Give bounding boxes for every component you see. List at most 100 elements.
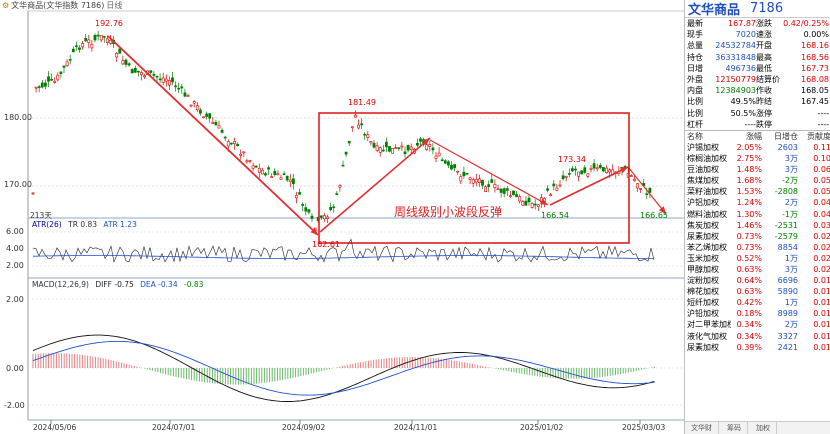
sector-row[interactable]: 甲醇加权 0.63% 3万 0.02 <box>685 264 830 275</box>
sector-oi-change: 3万 <box>784 154 798 164</box>
candle-body <box>574 168 577 171</box>
candle-body <box>428 144 432 147</box>
candle-body <box>403 151 407 155</box>
sector-row[interactable]: 沪铝加权 1.24% 2万 0.04 <box>685 197 830 208</box>
candle-body <box>71 48 75 53</box>
quote-label: 跌停 <box>756 119 772 129</box>
candle-body <box>353 114 357 118</box>
sector-contribution: 0.04 <box>813 209 830 219</box>
y-axis-label-170: 170.00 <box>4 180 32 189</box>
candle-body <box>121 60 125 65</box>
sector-row[interactable]: 尿素加权 0.39% 2421 0.01 <box>685 342 830 353</box>
quote-value: 168.08 <box>801 74 829 84</box>
quote-label: 持仓 <box>687 52 703 62</box>
candle-body <box>34 86 38 89</box>
tab-wenhua[interactable]: 文华财 <box>685 422 719 434</box>
sector-name: 焦炭加权 <box>687 220 719 230</box>
sector-contribution: 0.10 <box>813 154 830 164</box>
trend-arrow-head <box>422 138 430 146</box>
sector-row[interactable]: 棕榈油加权 2.75% 3万 0.10 <box>685 153 830 164</box>
header-oi-change[interactable]: 日增仓 <box>774 131 798 141</box>
candle-body <box>419 138 422 142</box>
gear-icon[interactable]: ⚙ <box>2 1 10 10</box>
period-label[interactable]: 日线 <box>106 1 123 10</box>
sector-name: 棉花加权 <box>687 287 719 297</box>
candle-body <box>583 167 587 173</box>
sector-contribution: 0.03 <box>813 220 830 230</box>
quote-panel: 文华商品 7186 最新 167.87 涨跌 0.42/0.25% 现手 7020 速涨 0.… <box>684 0 830 434</box>
sector-row[interactable]: 焦煤加权 1.68% -2万 0.05 <box>685 175 830 186</box>
candle-body <box>195 105 199 111</box>
candle-body <box>37 86 41 88</box>
macd-diff-line <box>32 334 655 402</box>
candle-body <box>608 169 612 173</box>
sector-table: 名称 涨幅 日增仓 贡献度 沪锡加权 2.05% 2603 0.11 棕榈油加权 2.75… <box>685 131 830 353</box>
sector-row[interactable]: 沪铅加权 0.18% 8989 0.01 <box>685 308 830 319</box>
quote-value: 7020 <box>735 30 756 40</box>
sector-oi-change: 6696 <box>777 276 798 286</box>
quote-label: 昨结 <box>756 97 772 107</box>
sector-row[interactable]: 液化气加权 0.34% 3327 0.01 <box>685 331 830 342</box>
candle-body <box>453 164 457 169</box>
candle-body <box>288 179 292 183</box>
candle-body <box>124 59 128 65</box>
quote-label: 结算价 <box>756 74 780 84</box>
sector-row[interactable]: 玉米加权 0.52% 1万 0.02 <box>685 253 830 264</box>
candle-body <box>425 144 429 150</box>
candle-body <box>202 116 205 119</box>
candle-body <box>350 126 354 128</box>
candle-body <box>496 188 500 191</box>
sector-row[interactable]: 菜籽油加权 1.53% -2808 0.05 <box>685 186 830 197</box>
candle-body <box>474 179 478 183</box>
header-name[interactable]: 名称 <box>687 131 703 141</box>
atr-tr-line <box>32 238 655 263</box>
sector-name: 沪铝加权 <box>687 198 719 208</box>
chart-area[interactable]: ⚙ 文华商品(文华指数 7186) 日线 180.00 170.00 192.7… <box>0 0 684 434</box>
quote-label: 外盘 <box>687 74 703 84</box>
sector-contribution: 0.05 <box>813 187 830 197</box>
quote-value: ---- <box>817 119 829 129</box>
sector-row[interactable]: 豆油加权 1.48% 3万 0.06 <box>685 164 830 175</box>
candle-body <box>326 216 329 219</box>
quote-label: 速涨 <box>756 30 772 40</box>
sector-oi-change: 8854 <box>777 242 798 252</box>
sector-row[interactable]: 淀粉加权 0.64% 6696 0.01 <box>685 275 830 286</box>
quote-label: 杠杆 <box>687 119 703 129</box>
sector-change: 0.73% <box>736 231 762 241</box>
volume-days-label: 213天 <box>30 211 52 220</box>
candle-body <box>109 40 112 44</box>
candle-body <box>521 201 525 206</box>
sector-row[interactable]: 焦炭加权 1.46% -2531 0.03 <box>685 220 830 231</box>
quote-value: 167.87 <box>728 19 756 28</box>
sector-row[interactable]: 沪锡加权 2.05% 2603 0.11 <box>685 142 830 153</box>
tab-weighted[interactable]: 加权 <box>750 422 777 434</box>
sector-row[interactable]: 对二甲苯加权 0.34% 2万 0.01 <box>685 319 830 330</box>
candle-body <box>50 78 54 81</box>
macd-value: -0.83 <box>183 280 204 289</box>
sector-row[interactable]: 尿素加权 0.73% -2579 0.02 <box>685 231 830 242</box>
header-change[interactable]: 涨幅 <box>746 131 762 141</box>
quote-value: ---- <box>744 119 756 129</box>
sector-row[interactable]: 棉花加权 0.63% 5890 0.01 <box>685 286 830 297</box>
sector-row[interactable]: 苯乙烯加权 0.73% 8854 0.02 <box>685 242 830 253</box>
sector-contribution: 0.01 <box>813 320 830 330</box>
candle-body <box>220 129 224 133</box>
sector-change: 0.64% <box>736 276 762 286</box>
sector-contribution: 0.02 <box>813 253 830 263</box>
candle-body <box>487 184 491 188</box>
candle-body <box>174 85 178 88</box>
sector-oi-change: 3327 <box>777 331 798 341</box>
sector-name: 沪锡加权 <box>687 142 719 152</box>
tab-chips[interactable]: 筹码 <box>721 422 748 434</box>
header-contribution[interactable]: 贡献度 <box>807 131 830 141</box>
box-annotation-text: 周线级别小波段反弹 <box>394 205 503 219</box>
sector-name: 焦煤加权 <box>687 176 719 186</box>
chart-canvas[interactable] <box>0 0 684 434</box>
sector-row[interactable]: 燃料油加权 1.30% -1万 0.04 <box>685 209 830 220</box>
sector-row[interactable]: 短纤加权 0.42% 1万 0.01 <box>685 297 830 308</box>
candle-body <box>295 195 298 199</box>
quote-value: 50.5% <box>730 108 756 118</box>
candle-body <box>270 176 274 178</box>
candle-body <box>515 194 519 198</box>
candle-body <box>357 124 360 129</box>
